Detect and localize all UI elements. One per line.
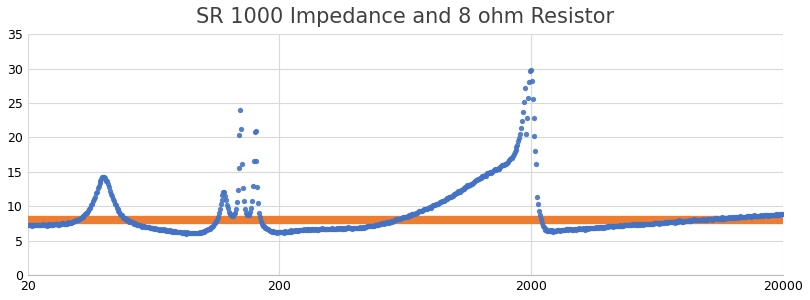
Title: SR 1000 Impedance and 8 ohm Resistor: SR 1000 Impedance and 8 ohm Resistor (196, 7, 615, 27)
